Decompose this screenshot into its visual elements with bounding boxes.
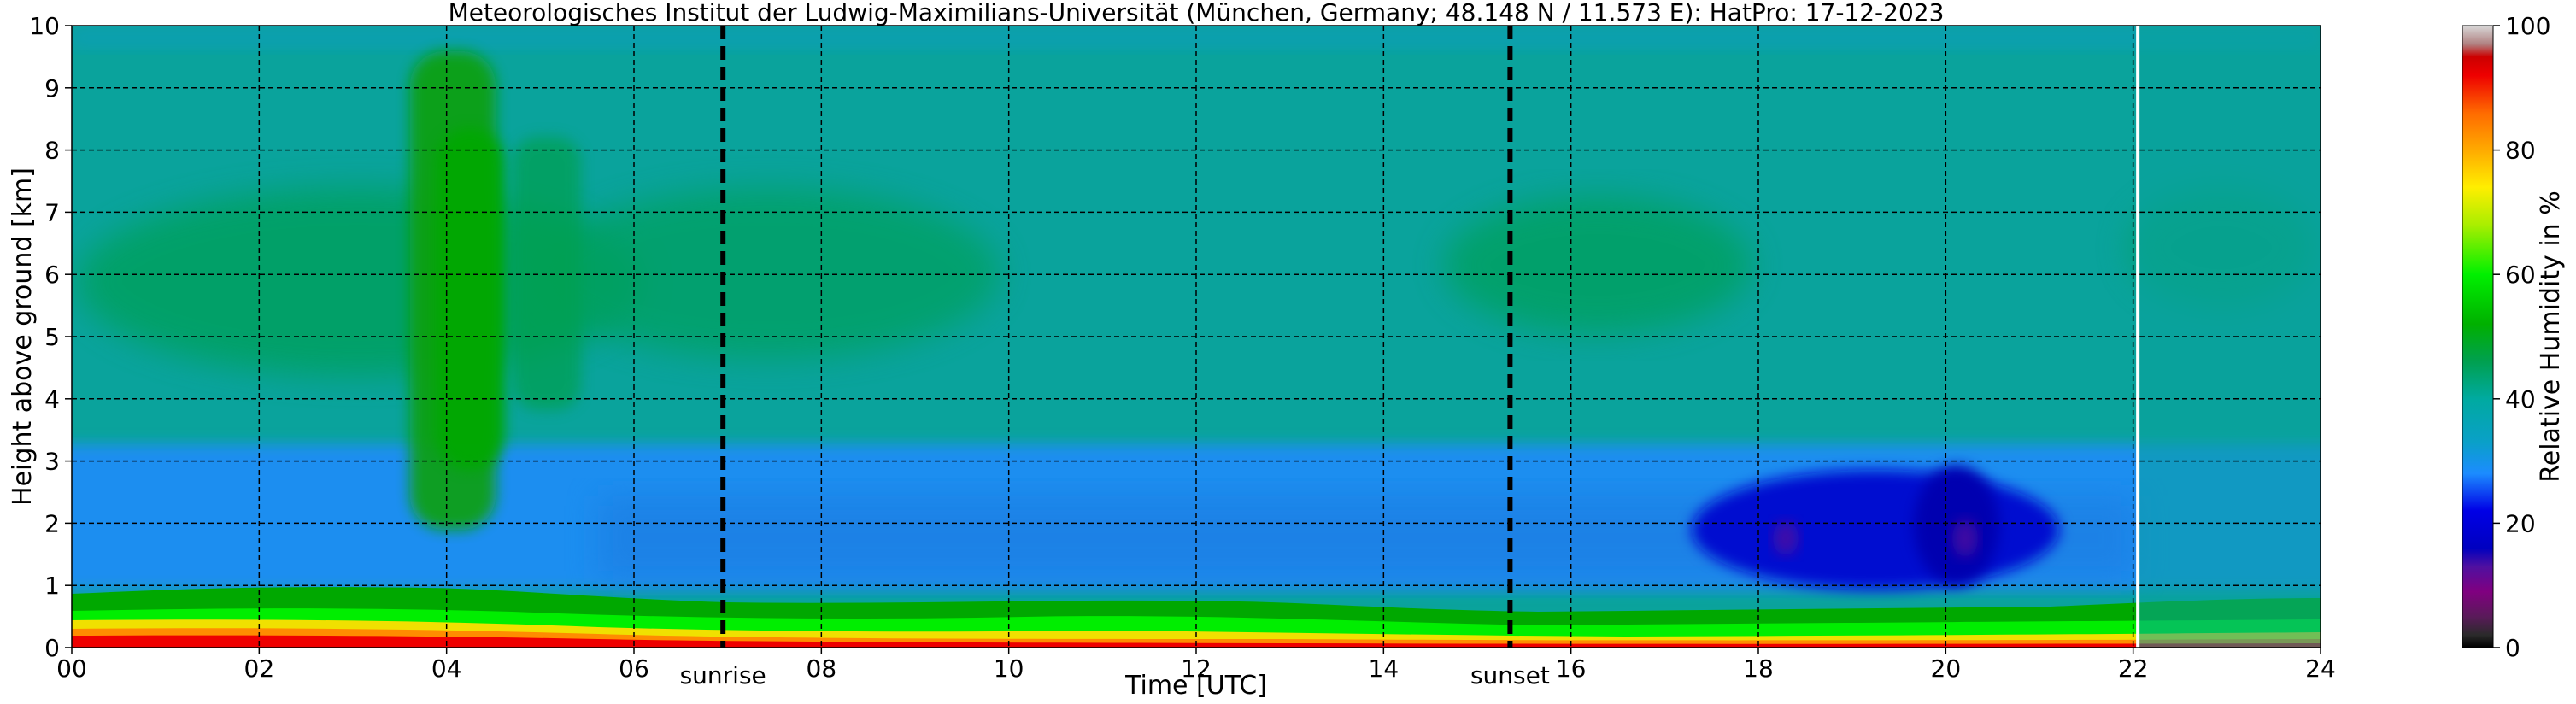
- dry-pocket-spot-2: [1952, 519, 1978, 557]
- moist-column-core: [436, 128, 504, 470]
- y-tick-label: 3: [44, 448, 60, 476]
- y-tick-label: 8: [44, 137, 60, 165]
- y-tick-label: 0: [44, 634, 60, 662]
- moist-column-tail: [513, 137, 581, 410]
- y-tick-label: 10: [29, 12, 60, 40]
- x-tick-label: 20: [1931, 654, 1962, 683]
- x-tick-label: 02: [244, 654, 275, 683]
- plot-frame: [71, 25, 2321, 648]
- colorbar-tick-label: 20: [2505, 509, 2536, 537]
- x-tick-label: 12: [1181, 654, 1212, 683]
- x-tick-label: 08: [807, 654, 837, 683]
- moist-band-mid: [538, 188, 1000, 359]
- colorbar-tick-label: 100: [2505, 12, 2550, 40]
- colorbar: [2462, 25, 2494, 648]
- x-tick-label: 16: [1556, 654, 1587, 683]
- colorbar-tick-label: 40: [2505, 385, 2536, 414]
- x-axis-label: Time [UTC]: [1124, 671, 1267, 701]
- x-tick-label: 00: [56, 654, 87, 683]
- chart-title: Meteorologisches Institut der Ludwig-Max…: [449, 0, 1945, 26]
- sunrise-label: sunrise: [680, 661, 766, 689]
- x-tick-label: 06: [619, 654, 649, 683]
- y-tick-label: 4: [44, 385, 60, 414]
- colorbar-label: Relative Humidity in %: [2536, 191, 2566, 482]
- grid: [72, 26, 2321, 648]
- y-tick-label: 6: [44, 261, 60, 289]
- x-tick-label: 22: [2118, 654, 2149, 683]
- y-tick-label: 1: [44, 572, 60, 600]
- x-tick-label: 04: [431, 654, 462, 683]
- moist-band-right: [1444, 197, 1752, 333]
- very-dry-pocket: [1692, 470, 2059, 590]
- colorbar-tick-label: 80: [2505, 137, 2536, 165]
- colorbar-ticks: 0 20 40 60 80 100: [2493, 12, 2550, 662]
- x-tick-label: 14: [1369, 654, 1399, 683]
- y-tick-label: 2: [44, 509, 60, 537]
- y-tick-label: 9: [44, 74, 60, 103]
- colorbar-tick-label: 0: [2505, 634, 2520, 662]
- sunset-label: sunset: [1470, 661, 1550, 689]
- dry-pocket-spot-1: [1773, 521, 1799, 555]
- colorbar-tick-label: 60: [2505, 261, 2536, 289]
- y-tick-label: 7: [44, 198, 60, 226]
- x-tick-label: 24: [2305, 654, 2336, 683]
- x-tick-label: 18: [1743, 654, 1774, 683]
- y-axis-label: Height above ground [km]: [8, 167, 38, 506]
- events: sunrise sunset: [680, 26, 1550, 689]
- x-tick-label: 10: [994, 654, 1024, 683]
- y-tick-label: 5: [44, 323, 60, 351]
